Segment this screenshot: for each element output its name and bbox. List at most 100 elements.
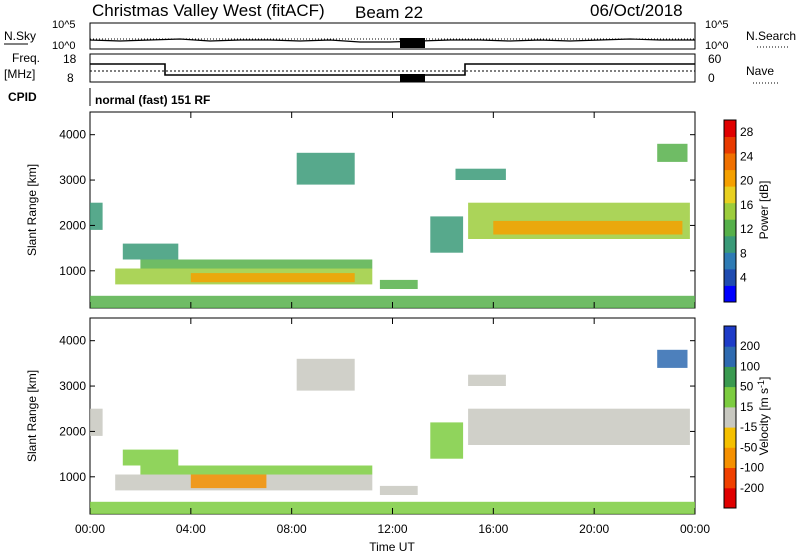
- nsky-panel: [89, 22, 696, 50]
- velocity-colorbar-swatch: [724, 427, 736, 448]
- power-colorbar-swatch: [724, 153, 736, 171]
- power-echo-region: [90, 295, 695, 309]
- velocity-x-axis: 00:00 04:00 08:00 12:00 16:00 20:00 00:00: [75, 318, 710, 536]
- velocity-x-tick-label: 16:00: [478, 522, 508, 536]
- power-colorbar-tick-label: 12: [740, 222, 754, 236]
- velocity-colorbar-tick-label: -15: [740, 420, 758, 434]
- power-echo-region: [379, 279, 418, 289]
- velocity-ylabel: Slant Range [km]: [25, 370, 39, 462]
- velocity-y-tick-label: 2000: [59, 424, 86, 438]
- chart-title: Christmas Valley West (fitACF): [92, 1, 325, 20]
- velocity-echo-region: [90, 408, 103, 436]
- velocity-panel: 1000 2000 3000 4000 00:00 04:00 08:00 12:00 16:…: [59, 317, 710, 536]
- power-colorbar: 4 8 12 16 20 24 28: [723, 119, 754, 303]
- power-colorbar-swatch: [724, 285, 736, 303]
- velocity-colorbar-tick-label: 15: [740, 400, 754, 414]
- velocity-colorbar-tick-label: 50: [740, 380, 754, 394]
- nave-tick-top: 60: [708, 52, 722, 66]
- beam-label: Beam 22: [355, 3, 423, 22]
- velocity-data: [90, 349, 695, 515]
- velocity-colorbar-swatch: [724, 406, 736, 428]
- velocity-echo-region: [657, 349, 688, 368]
- velocity-x-tick-label: 04:00: [176, 522, 206, 536]
- velocity-colorbar-tick-label: -200: [740, 481, 764, 495]
- power-colorbar-swatch: [724, 219, 736, 237]
- power-colorbar-swatch: [724, 202, 736, 220]
- velocity-y-tick-label: 1000: [59, 470, 86, 484]
- velocity-echo-region: [379, 485, 418, 495]
- velocity-colorbar-swatch: [724, 386, 736, 408]
- velocity-y-tick-label: 3000: [59, 379, 86, 393]
- velocity-echo-region: [468, 374, 506, 386]
- nsearch-tick-top: 10^5: [705, 19, 729, 31]
- power-colorbar-tick-label: 16: [740, 198, 754, 212]
- power-x-axis: [89, 112, 696, 308]
- velocity-x-tick-label: 00:00: [680, 522, 710, 536]
- velocity-echo-region: [122, 449, 179, 466]
- power-echo-region: [455, 168, 506, 180]
- power-echo-region: [296, 152, 355, 185]
- velocity-x-tick-label: 00:00: [75, 522, 105, 536]
- velocity-colorbar-tick-label: 200: [740, 339, 760, 353]
- velocity-colorbar-swatch: [724, 487, 736, 509]
- velocity-echo-region: [140, 465, 373, 475]
- freq-tick-bottom: 8: [67, 71, 74, 85]
- velocity-y-tick-label: 4000: [59, 334, 86, 348]
- power-colorbar-swatch: [724, 235, 736, 253]
- velocity-colorbar-swatch: [724, 467, 736, 489]
- power-colorbar-swatch: [724, 169, 736, 187]
- power-y-tick-label: 3000: [59, 173, 86, 187]
- nsky-tick-top: 10^5: [52, 19, 76, 31]
- power-colorbar-swatch: [724, 136, 736, 154]
- nsky-tick-bottom: 10^0: [52, 40, 76, 52]
- freq-series: [90, 63, 695, 76]
- power-echo-region: [430, 216, 464, 253]
- cpid-text: normal (fast) 151 RF: [95, 93, 210, 107]
- freq-tick-top: 18: [63, 52, 77, 66]
- velocity-colorbar-swatch: [724, 447, 736, 468]
- velocity-echo-region: [468, 408, 690, 445]
- velocity-x-tick-label: 12:00: [377, 522, 407, 536]
- power-echo-region: [122, 243, 179, 260]
- velocity-echo-region: [296, 358, 355, 391]
- power-colorbar-tick-label: 24: [740, 149, 754, 163]
- nsky-series: [89, 38, 695, 43]
- power-colorbar-swatch: [724, 268, 736, 286]
- velocity-colorbar: -200 -100 -50 -15 15 50 100 200: [723, 325, 764, 509]
- freq-gap: [400, 74, 425, 82]
- power-y-tick-label: 1000: [59, 264, 86, 278]
- velocity-echo-region: [190, 474, 267, 489]
- velocity-echo-region: [430, 422, 464, 459]
- velocity-y-axis: 1000 2000 3000 4000: [59, 334, 695, 484]
- power-echo-region: [493, 220, 683, 235]
- velocity-colorbar-swatch: [724, 326, 736, 347]
- power-colorbar-label: Power [dB]: [757, 181, 771, 240]
- power-colorbar-frame: [723, 119, 737, 303]
- power-colorbar-swatch: [724, 120, 736, 137]
- power-colorbar-tick-label: 8: [740, 247, 747, 261]
- freq-panel: [89, 53, 696, 83]
- power-ylabel: Slant Range [km]: [25, 164, 39, 256]
- nsky-gap: [400, 38, 425, 48]
- velocity-colorbar-tick-label: 100: [740, 359, 760, 373]
- cpid-label: CPID: [8, 90, 37, 104]
- x-axis-label: Time UT: [369, 540, 415, 554]
- velocity-colorbar-swatch: [724, 366, 736, 388]
- power-y-axis: 1000 2000 3000 4000: [59, 128, 695, 278]
- nsearch-tick-bottom: 10^0: [705, 40, 729, 52]
- date-label: 06/Oct/2018: [590, 1, 683, 20]
- velocity-colorbar-label-main: Velocity [m s: [757, 388, 771, 455]
- freq-label: Freq.: [12, 51, 40, 65]
- power-y-tick-label: 2000: [59, 218, 86, 232]
- velocity-colorbar-label: Velocity [m s-1]: [756, 377, 771, 456]
- velocity-echo-region: [90, 501, 695, 515]
- power-colorbar-tick-label: 20: [740, 174, 754, 188]
- power-colorbar-tick-label: 28: [740, 125, 754, 139]
- velocity-colorbar-tick-label: -50: [740, 440, 758, 454]
- power-echo-region: [90, 202, 103, 230]
- power-data: [90, 143, 695, 309]
- freq-unit: [MHz]: [4, 67, 35, 81]
- power-colorbar-tick-label: 4: [740, 271, 747, 285]
- nave-label: Nave: [746, 64, 774, 78]
